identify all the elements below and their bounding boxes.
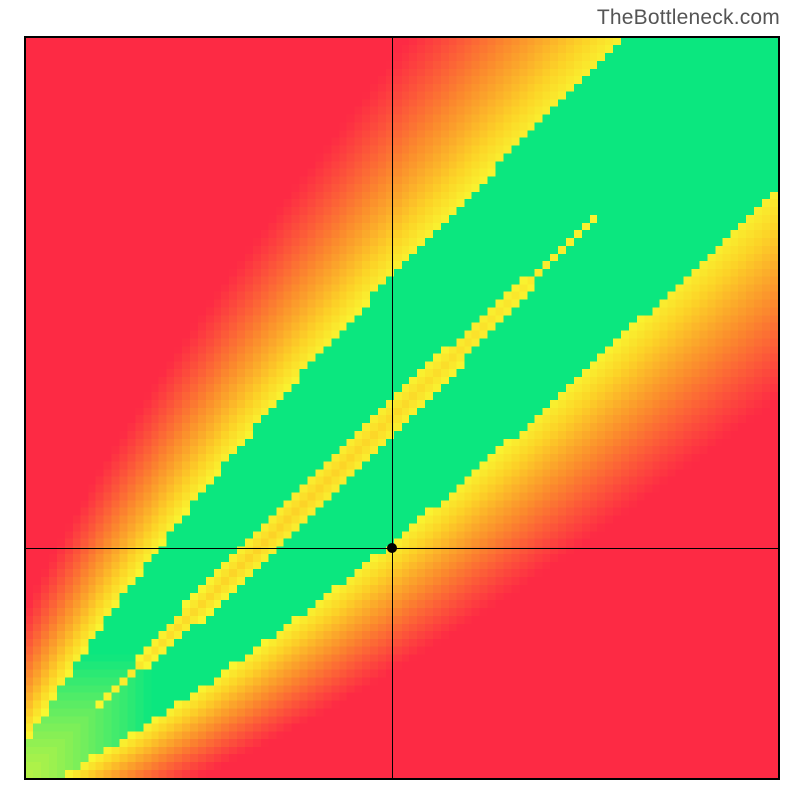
watermark-text: TheBottleneck.com xyxy=(597,6,780,30)
crosshair-horizontal xyxy=(26,548,778,549)
heatmap-plot-frame xyxy=(24,36,780,780)
crosshair-vertical xyxy=(392,38,393,778)
crosshair-dot xyxy=(387,543,397,553)
heatmap-canvas xyxy=(26,38,778,778)
